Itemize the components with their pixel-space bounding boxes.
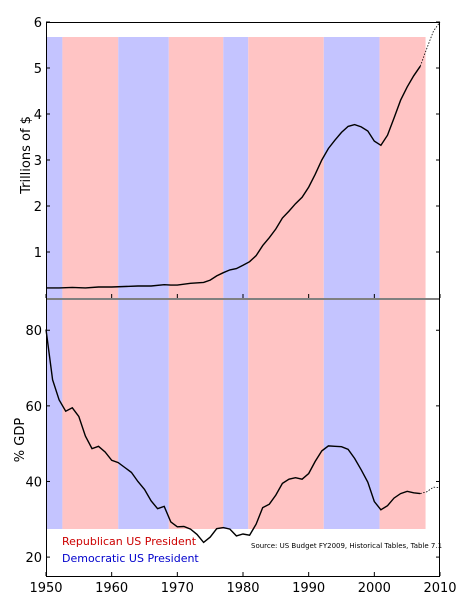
x-tick-label-1960: 1960 [95,581,128,596]
axes [46,22,440,577]
band-gdp-4-democratic [223,300,249,529]
band-trillions-6-democratic [323,37,380,298]
projection-line-trillions [419,21,441,67]
x-tick-label-1980: 1980 [226,581,259,596]
source-note: Source: US Budget FY2009, Historical Tab… [251,542,442,550]
band-gdp-2-democratic [118,300,169,529]
legend-republican: Republican US President [62,535,197,548]
y-tick-label-gdp-80: 80 [25,324,42,339]
y-tick-label-trillions-2: 2 [34,200,42,215]
band-trillions-0-democratic [46,37,63,298]
series-lines [45,21,441,544]
y-axis-label-gdp: % GDP [13,418,28,463]
x-tick-label-2000: 2000 [358,581,391,596]
legend-democratic: Democratic US President [62,552,199,565]
band-trillions-7-republican [379,37,426,298]
x-tick-label-1970: 1970 [161,581,194,596]
band-gdp-6-democratic [323,300,380,529]
band-trillions-4-democratic [223,37,249,298]
x-tick-label-2010: 2010 [423,581,456,596]
y-tick-label-gdp-20: 20 [25,551,42,566]
x-tick-label-1950: 1950 [29,581,62,596]
band-trillions-1-republican [62,37,119,298]
x-tick-label-1990: 1990 [292,581,325,596]
y-tick-label-gdp-40: 40 [25,475,42,490]
band-gdp-0-democratic [46,300,63,529]
y-tick-label-trillions-1: 1 [34,246,42,261]
band-trillions-2-democratic [118,37,169,298]
ticks: 1 2 3 4 5 6 20 40 60 80 1950 1960 1970 1980 1990 2000 20… [25,16,456,596]
projection-line-gdp [420,486,441,494]
y-tick-label-gdp-60: 60 [25,400,42,415]
y-axis-label-trillions: Trillions of $ [19,116,34,195]
series-line-trillions [46,65,421,289]
y-tick-label-trillions-3: 3 [34,154,42,169]
y-tick-label-trillions-4: 4 [34,108,42,123]
band-gdp-3-republican [168,300,224,529]
y-tick-label-trillions-6: 6 [34,16,42,31]
band-gdp-5-republican [248,300,324,529]
series-line-gdp [45,329,421,544]
y-tick-label-trillions-5: 5 [34,62,42,77]
band-trillions-3-republican [168,37,224,298]
band-trillions-5-republican [248,37,324,298]
band-gdp-1-republican [62,300,119,529]
president-bands [46,37,426,529]
band-gdp-7-republican [379,300,426,529]
